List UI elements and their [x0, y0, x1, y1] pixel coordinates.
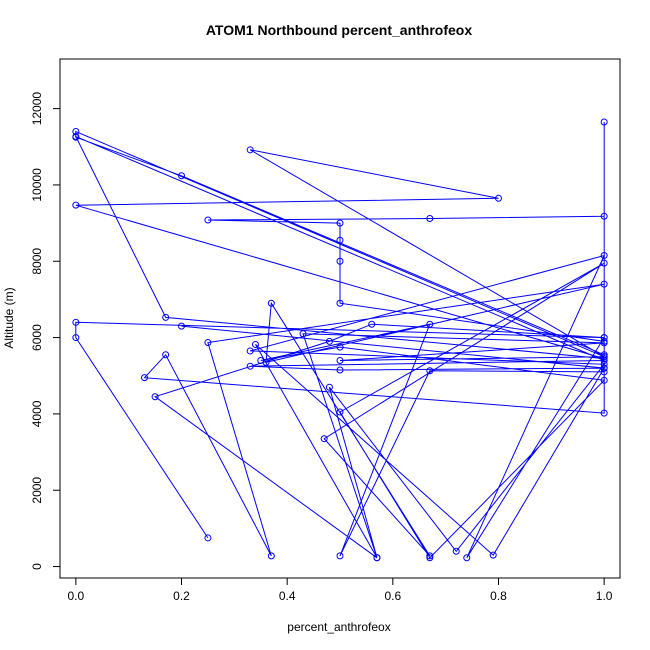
data-point — [426, 552, 434, 560]
data-point — [251, 340, 259, 348]
data-point — [336, 299, 344, 307]
data-point — [246, 362, 254, 370]
data-point — [178, 172, 186, 180]
y-tick-label: 2000 — [30, 477, 44, 504]
series-layer — [72, 118, 608, 562]
data-point — [267, 552, 275, 560]
data-point — [600, 368, 608, 376]
data-point — [336, 257, 344, 265]
data-point — [373, 554, 381, 562]
data-point — [72, 318, 80, 326]
data-point — [336, 366, 344, 374]
data-point — [72, 334, 80, 342]
data-point — [426, 320, 434, 328]
data-point — [162, 313, 170, 321]
data-point — [336, 408, 344, 416]
y-axis: 0 2000 4000 6000 8000 10000 12000 — [30, 92, 60, 570]
x-tick-label: 0.0 — [68, 589, 85, 603]
data-point — [151, 393, 159, 401]
x-tick-label: 0.8 — [490, 589, 507, 603]
data-point — [246, 146, 254, 154]
data-point — [426, 367, 434, 375]
data-point — [336, 236, 344, 244]
x-tick-label: 0.2 — [173, 589, 190, 603]
data-point — [600, 118, 608, 126]
data-point — [600, 252, 608, 260]
data-point — [600, 339, 608, 347]
data-point — [336, 552, 344, 560]
y-tick-label: 8000 — [30, 248, 44, 275]
data-point — [600, 259, 608, 267]
data-point — [336, 356, 344, 364]
y-tick-label: 0 — [30, 563, 44, 570]
series-line — [74, 122, 606, 559]
y-tick-label: 6000 — [30, 324, 44, 351]
data-point — [600, 364, 608, 372]
data-point — [336, 219, 344, 227]
data-point — [600, 360, 608, 368]
data-point — [600, 280, 608, 288]
data-point — [204, 339, 212, 347]
data-point — [204, 534, 212, 542]
y-tick-label: 4000 — [30, 400, 44, 427]
x-tick-label: 0.6 — [384, 589, 401, 603]
data-point — [72, 132, 80, 140]
y-axis-label: Altitude (m) — [2, 287, 16, 348]
data-point — [325, 337, 333, 345]
data-point — [72, 201, 80, 209]
data-point — [452, 547, 460, 555]
x-tick-label: 1.0 — [596, 589, 613, 603]
data-point — [368, 320, 376, 328]
data-point — [178, 322, 186, 330]
data-point — [299, 330, 307, 338]
data-point — [325, 383, 333, 391]
data-point — [600, 212, 608, 220]
data-point — [600, 376, 608, 384]
y-tick-label: 10000 — [30, 168, 44, 202]
chart-title: ATOM1 Northbound percent_anthrofeox — [206, 22, 472, 38]
data-point — [141, 374, 149, 382]
data-point — [162, 351, 170, 359]
data-point — [336, 343, 344, 351]
data-point — [267, 299, 275, 307]
data-point — [489, 551, 497, 559]
data-point — [600, 356, 608, 364]
data-point — [600, 409, 608, 417]
data-point — [426, 554, 434, 562]
data-point — [463, 554, 471, 562]
plot-frame — [59, 58, 621, 579]
data-point — [600, 334, 608, 342]
x-tick-label: 0.4 — [279, 589, 296, 603]
x-axis-label: percent_anthrofeox — [287, 620, 390, 634]
data-point — [72, 128, 80, 136]
data-point — [246, 347, 254, 355]
data-point — [600, 353, 608, 361]
data-point — [494, 194, 502, 202]
data-point — [426, 215, 434, 223]
x-axis: 0.0 0.2 0.4 0.6 0.8 1.0 — [68, 578, 613, 603]
data-point — [262, 358, 270, 366]
y-tick-label: 12000 — [30, 92, 44, 126]
data-point — [204, 216, 212, 224]
data-point — [320, 435, 328, 443]
